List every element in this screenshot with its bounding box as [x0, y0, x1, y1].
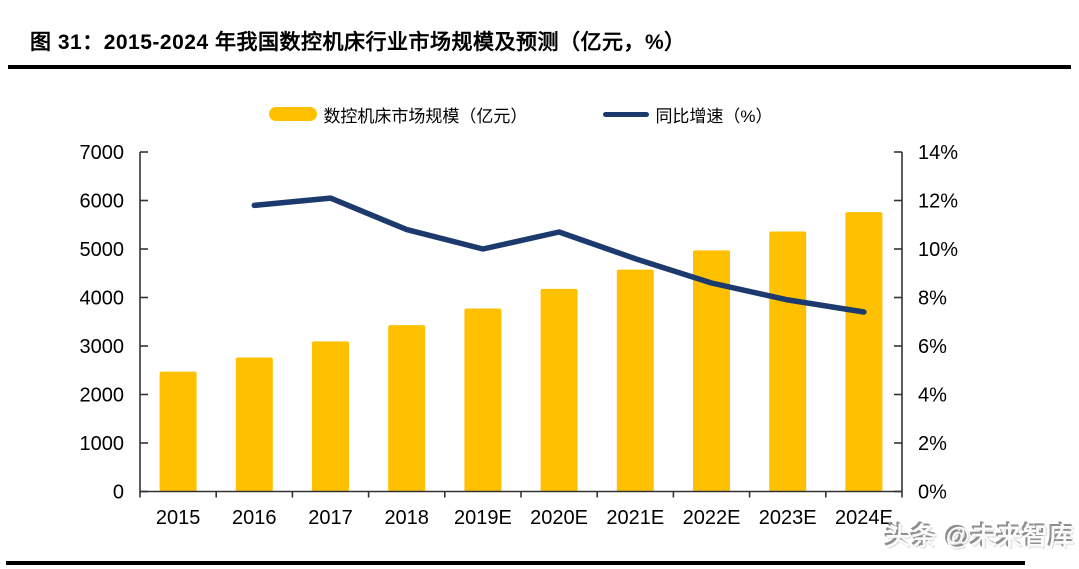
chart-legend: 数控机床市场规模（亿元） 同比增速（%） [140, 99, 902, 129]
left-axis-tick-label: 0 [113, 482, 124, 504]
bar-2015 [159, 371, 197, 492]
x-axis-tick-label: 2020E [530, 507, 588, 529]
right-axis-tick-label: 14% [918, 142, 958, 164]
right-axis-tick-label: 12% [918, 191, 958, 213]
legend-item-market-size: 数控机床市场规模（亿元） [269, 102, 527, 127]
left-axis-tick-label: 7000 [80, 142, 125, 164]
bar-2020E [540, 288, 578, 492]
right-axis-tick-label: 4% [918, 385, 947, 407]
bottom-divider [6, 561, 1025, 565]
line-swatch-icon [603, 111, 650, 117]
bar-swatch-icon [269, 107, 318, 121]
right-axis-tick-label: 8% [918, 288, 947, 310]
x-axis-tick-label: 2017 [308, 507, 353, 529]
x-axis-tick-label: 2021E [606, 507, 664, 529]
x-axis-tick-label: 2015 [156, 507, 201, 529]
x-axis-tick-label: 2016 [232, 507, 277, 529]
watermark: 头条 @未来智库 [885, 523, 1075, 551]
x-axis-tick-label: 2019E [454, 507, 512, 529]
left-axis-tick-label: 5000 [80, 239, 125, 261]
left-axis-tick-label: 4000 [80, 288, 125, 310]
legend-item-growth: 同比增速（%） [603, 102, 773, 127]
right-axis-tick-label: 2% [918, 433, 947, 455]
left-axis-tick-label: 1000 [80, 433, 125, 455]
right-axis-tick-label: 6% [918, 336, 947, 358]
x-axis-tick-label: 2022E [683, 507, 741, 529]
bar-2016 [235, 357, 273, 492]
right-axis-tick-label: 0% [918, 482, 947, 504]
left-axis-tick-label: 6000 [80, 191, 125, 213]
x-axis-tick-label: 2023E [759, 507, 817, 529]
legend-label-market-size: 数控机床市场规模（亿元） [323, 106, 528, 126]
x-axis-tick-label: 2018 [384, 507, 429, 529]
legend-label-growth: 同比增速（%） [655, 106, 773, 126]
growth-line-series [251, 195, 867, 315]
bar-2018 [388, 325, 426, 492]
left-axis-tick-label: 3000 [80, 336, 125, 358]
left-axis-tick-label: 2000 [80, 385, 125, 407]
x-axis-tick-label: 2024E [835, 507, 893, 529]
bar-2019E [464, 308, 502, 492]
figure-title: 图 31：2015-2024 年我国数控机床行业市场规模及预测（亿元，%） [30, 31, 686, 54]
bar-2024E [845, 212, 883, 492]
right-axis-tick-label: 10% [918, 239, 958, 261]
bar-2021E [616, 269, 654, 492]
bar-2022E [693, 250, 730, 492]
title-divider [8, 65, 1071, 69]
bar-2023E [769, 231, 807, 492]
bar-2017 [312, 341, 349, 492]
